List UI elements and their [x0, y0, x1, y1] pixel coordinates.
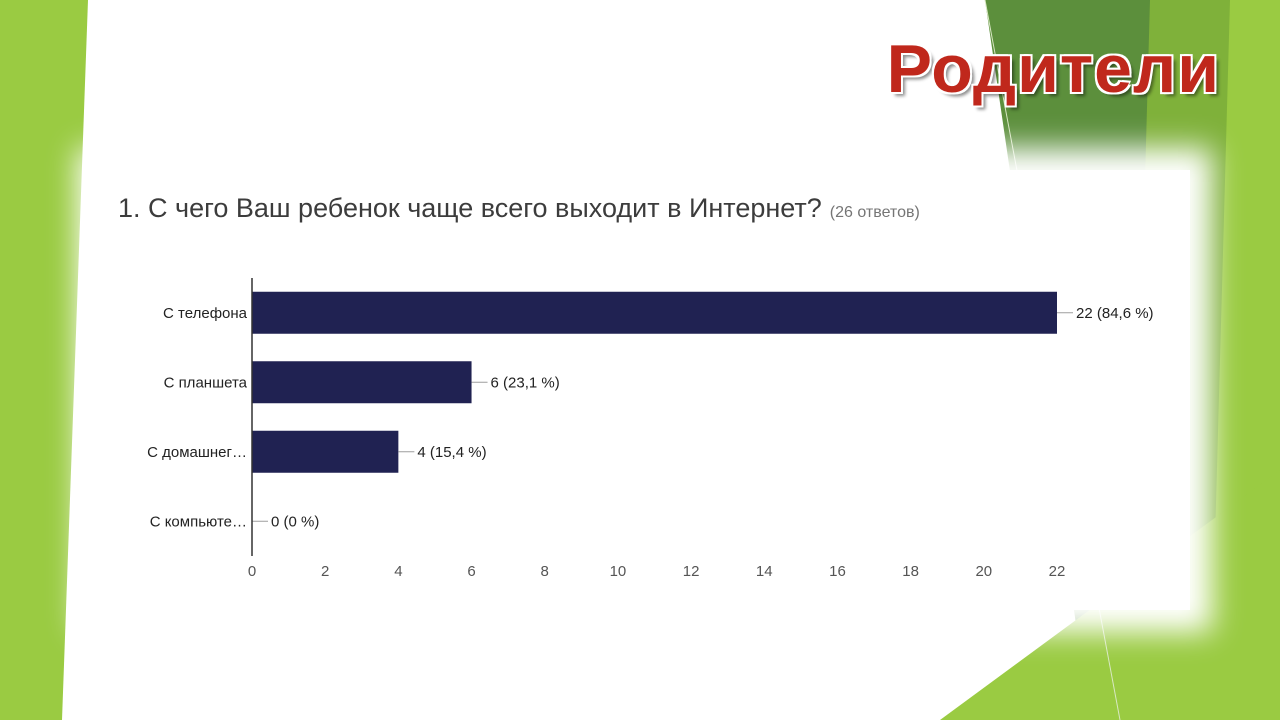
- question-text: 1. С чего Ваш ребенок чаще всего выходит…: [118, 193, 822, 223]
- x-tick-label: 12: [683, 563, 700, 580]
- slide-title: Родители: [886, 31, 1220, 107]
- x-tick-label: 22: [1049, 563, 1066, 580]
- x-tick-label: 2: [321, 563, 329, 580]
- x-tick-label: 4: [394, 563, 402, 580]
- left-green-shape: [0, 0, 88, 720]
- x-tick-label: 18: [902, 563, 919, 580]
- x-tick-label: 20: [975, 563, 992, 580]
- category-label: С планшета: [164, 374, 248, 391]
- x-tick-label: 16: [829, 563, 846, 580]
- bar: [252, 291, 1057, 334]
- data-label: 22 (84,6 %): [1076, 305, 1154, 322]
- x-tick-label: 10: [610, 563, 627, 580]
- response-count: (26 ответов): [829, 204, 920, 221]
- category-label: С компьюте…: [150, 513, 247, 530]
- bar: [252, 430, 399, 473]
- question-header: 1. С чего Ваш ребенок чаще всего выходит…: [118, 193, 920, 224]
- x-tick-label: 14: [756, 563, 773, 580]
- x-tick-label: 6: [467, 563, 475, 580]
- category-label: С домашнег…: [147, 444, 247, 461]
- data-label: 6 (23,1 %): [491, 374, 560, 391]
- data-label: 0 (0 %): [271, 513, 319, 530]
- x-tick-label: 8: [541, 563, 549, 580]
- data-label: 4 (15,4 %): [417, 444, 486, 461]
- bar: [252, 361, 472, 404]
- x-tick-label: 0: [248, 563, 256, 580]
- category-label: С телефона: [163, 305, 248, 322]
